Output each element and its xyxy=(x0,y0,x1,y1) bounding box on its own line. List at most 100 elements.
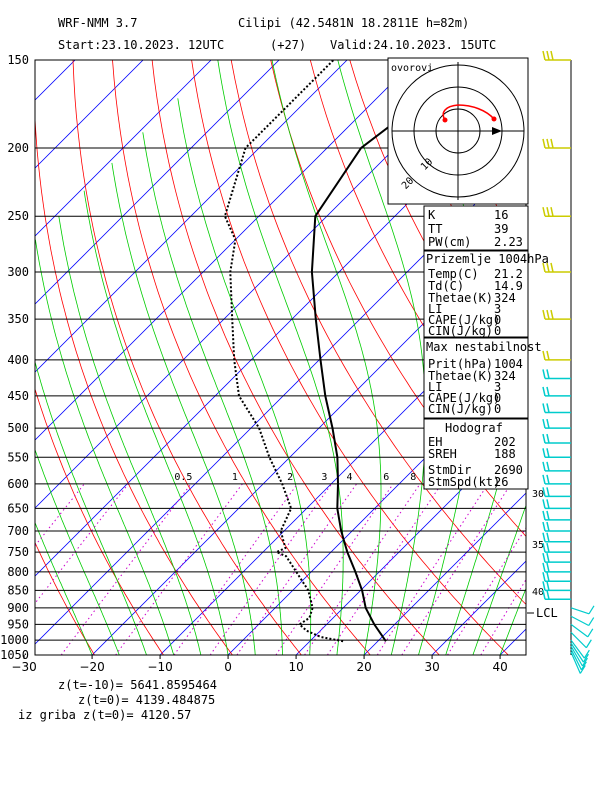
maxinst-cin-label: CIN(J/kg) xyxy=(428,402,493,416)
surface-temp-value: 21.2 xyxy=(494,267,523,281)
pressure-tick-750: 750 xyxy=(7,545,29,559)
wind-barb-900 xyxy=(570,605,595,615)
dewpoint-profile xyxy=(223,60,344,643)
isotherm-10 xyxy=(295,424,526,655)
storm-motion-arrow-icon xyxy=(492,127,502,135)
start-label: Start:23.10.2023. 12UTC xyxy=(58,38,224,52)
pressure-tick-700: 700 xyxy=(7,524,29,538)
isotherm--100 xyxy=(35,60,144,169)
isotherm--90 xyxy=(35,60,212,237)
temperature-tick--20: −20 xyxy=(79,660,104,674)
footer-line-1: z(t=-10)= 5641.8595464 xyxy=(58,678,217,692)
wind-barb-600 xyxy=(542,474,571,485)
mixing-ratio-line-0.1 xyxy=(35,483,85,547)
profile-lines xyxy=(223,60,477,643)
maxinst-thetae-label: Thetae(K) xyxy=(428,369,493,383)
dry-adiabat-400 xyxy=(548,60,600,655)
stmspd-value: 26 xyxy=(494,475,508,489)
wind-barb-150 xyxy=(542,50,571,61)
wind-barb-975 xyxy=(570,631,592,649)
moist-adiabat-12 xyxy=(177,98,312,655)
maxinst-li-value: 3 xyxy=(494,380,501,394)
wind-barb-525 xyxy=(542,433,571,444)
dry-adiabat-410 xyxy=(587,60,600,655)
mixing-ratio-label-6: 6 xyxy=(383,472,389,483)
pw-value: 2.23 xyxy=(494,235,523,249)
dry-adiabat-290 xyxy=(112,60,371,655)
isotherm--70 xyxy=(35,60,348,373)
isotherm--50 xyxy=(35,60,484,509)
isotherm--20 xyxy=(91,220,526,655)
pressure-tick-labels: 150 200 250 300 350 400 450 500 550 600 650 700 750 8… xyxy=(0,53,29,662)
eh-value: 202 xyxy=(494,435,516,449)
surface-cin-value: 0 xyxy=(494,324,501,338)
wind-barb-925 xyxy=(570,615,595,627)
sreh-value: 188 xyxy=(494,447,516,461)
pressure-tick-300: 300 xyxy=(7,265,29,279)
pressure-tick-900: 900 xyxy=(7,601,29,615)
right-scale-labels: 30 35 40 xyxy=(532,489,544,598)
mixing-ratio-line-16 xyxy=(376,483,489,655)
station-label: Cilipi (42.5481N 18.2811E h=82m) xyxy=(238,16,469,30)
moist-adiabat-8 xyxy=(142,132,283,655)
hodograf-title: Hodograf xyxy=(445,421,503,435)
surface-li-label: LI xyxy=(428,302,442,316)
right-scale-label-40: 40 xyxy=(532,587,544,598)
model-label: WRF-NMM 3.7 xyxy=(58,16,137,30)
wind-barb-700 xyxy=(542,521,571,532)
pressure-tick-650: 650 xyxy=(7,501,29,515)
temperature-tick-10: 10 xyxy=(288,660,303,674)
hodograph-title: ovorovi xyxy=(391,63,433,74)
isotherm--60 xyxy=(35,60,416,441)
wind-barb-950 xyxy=(570,623,594,638)
moist-adiabat--4 xyxy=(58,216,202,655)
tt-value: 39 xyxy=(494,222,508,236)
mixing-ratio-label-2: 2 xyxy=(287,472,293,483)
mixing-ratio-line-0.5 xyxy=(60,483,192,655)
pressure-tick-550: 550 xyxy=(7,450,29,464)
wind-barb-1040 xyxy=(570,651,586,674)
stmdir-label: StmDir xyxy=(428,463,471,477)
mixing-ratio-line-6 xyxy=(275,483,394,655)
maxinst-li-label: LI xyxy=(428,380,442,394)
eh-label: EH xyxy=(428,435,442,449)
mixing-ratio-line-3 xyxy=(209,483,333,655)
maxinst-cape-value: 0 xyxy=(494,391,501,405)
wind-barb-750 xyxy=(542,542,571,553)
pressure-tick-600: 600 xyxy=(7,477,29,491)
mixing-ratio-line-30 xyxy=(447,526,526,655)
wind-barb-725 xyxy=(542,532,571,543)
wind-barb-800 xyxy=(542,562,571,573)
temperature-tick-30: 30 xyxy=(424,660,439,674)
wind-barb-250 xyxy=(542,207,571,217)
dry-adiabat-270 xyxy=(35,111,233,655)
mixing-ratio-line-0.2 xyxy=(35,483,129,605)
offset-label: (+27) xyxy=(270,38,306,52)
pressure-tick-200: 200 xyxy=(7,141,29,155)
mixing-ratio-lines xyxy=(35,483,526,655)
wind-barb-350 xyxy=(542,309,571,320)
wind-barb-850 xyxy=(542,581,571,592)
mixing-ratio-label-8: 8 xyxy=(410,472,416,483)
moist-adiabat--16 xyxy=(35,448,120,655)
temperature-tick--30: −30 xyxy=(11,660,36,674)
pressure-tick-250: 250 xyxy=(7,209,29,223)
wind-barb-200 xyxy=(542,138,571,149)
mixing-ratio-label-0.5: 0.5 xyxy=(174,472,192,483)
pressure-tick-450: 450 xyxy=(7,389,29,403)
wind-barb-775 xyxy=(542,552,571,563)
surface-box: Prizemlje 1004hPa Temp(C) 21.2 Td(C) 14.… xyxy=(423,250,549,338)
moist-adiabat--12 xyxy=(35,360,147,655)
surface-cape-value: 0 xyxy=(494,313,501,327)
isotherm--10 xyxy=(159,288,526,655)
mixing-ratio-line-8 xyxy=(304,483,421,655)
mixing-ratio-label-1: 1 xyxy=(232,472,238,483)
sreh-label: SREH xyxy=(428,447,457,461)
temperature-tick-40: 40 xyxy=(492,660,507,674)
wind-barb-500 xyxy=(542,418,571,429)
pressure-tick-500: 500 xyxy=(7,421,29,435)
pressure-tick-1050: 1050 xyxy=(0,648,29,662)
wind-barb-1030 xyxy=(570,648,587,671)
k-value: 16 xyxy=(494,208,508,222)
surface-title: Prizemlje 1004hPa xyxy=(426,252,549,266)
